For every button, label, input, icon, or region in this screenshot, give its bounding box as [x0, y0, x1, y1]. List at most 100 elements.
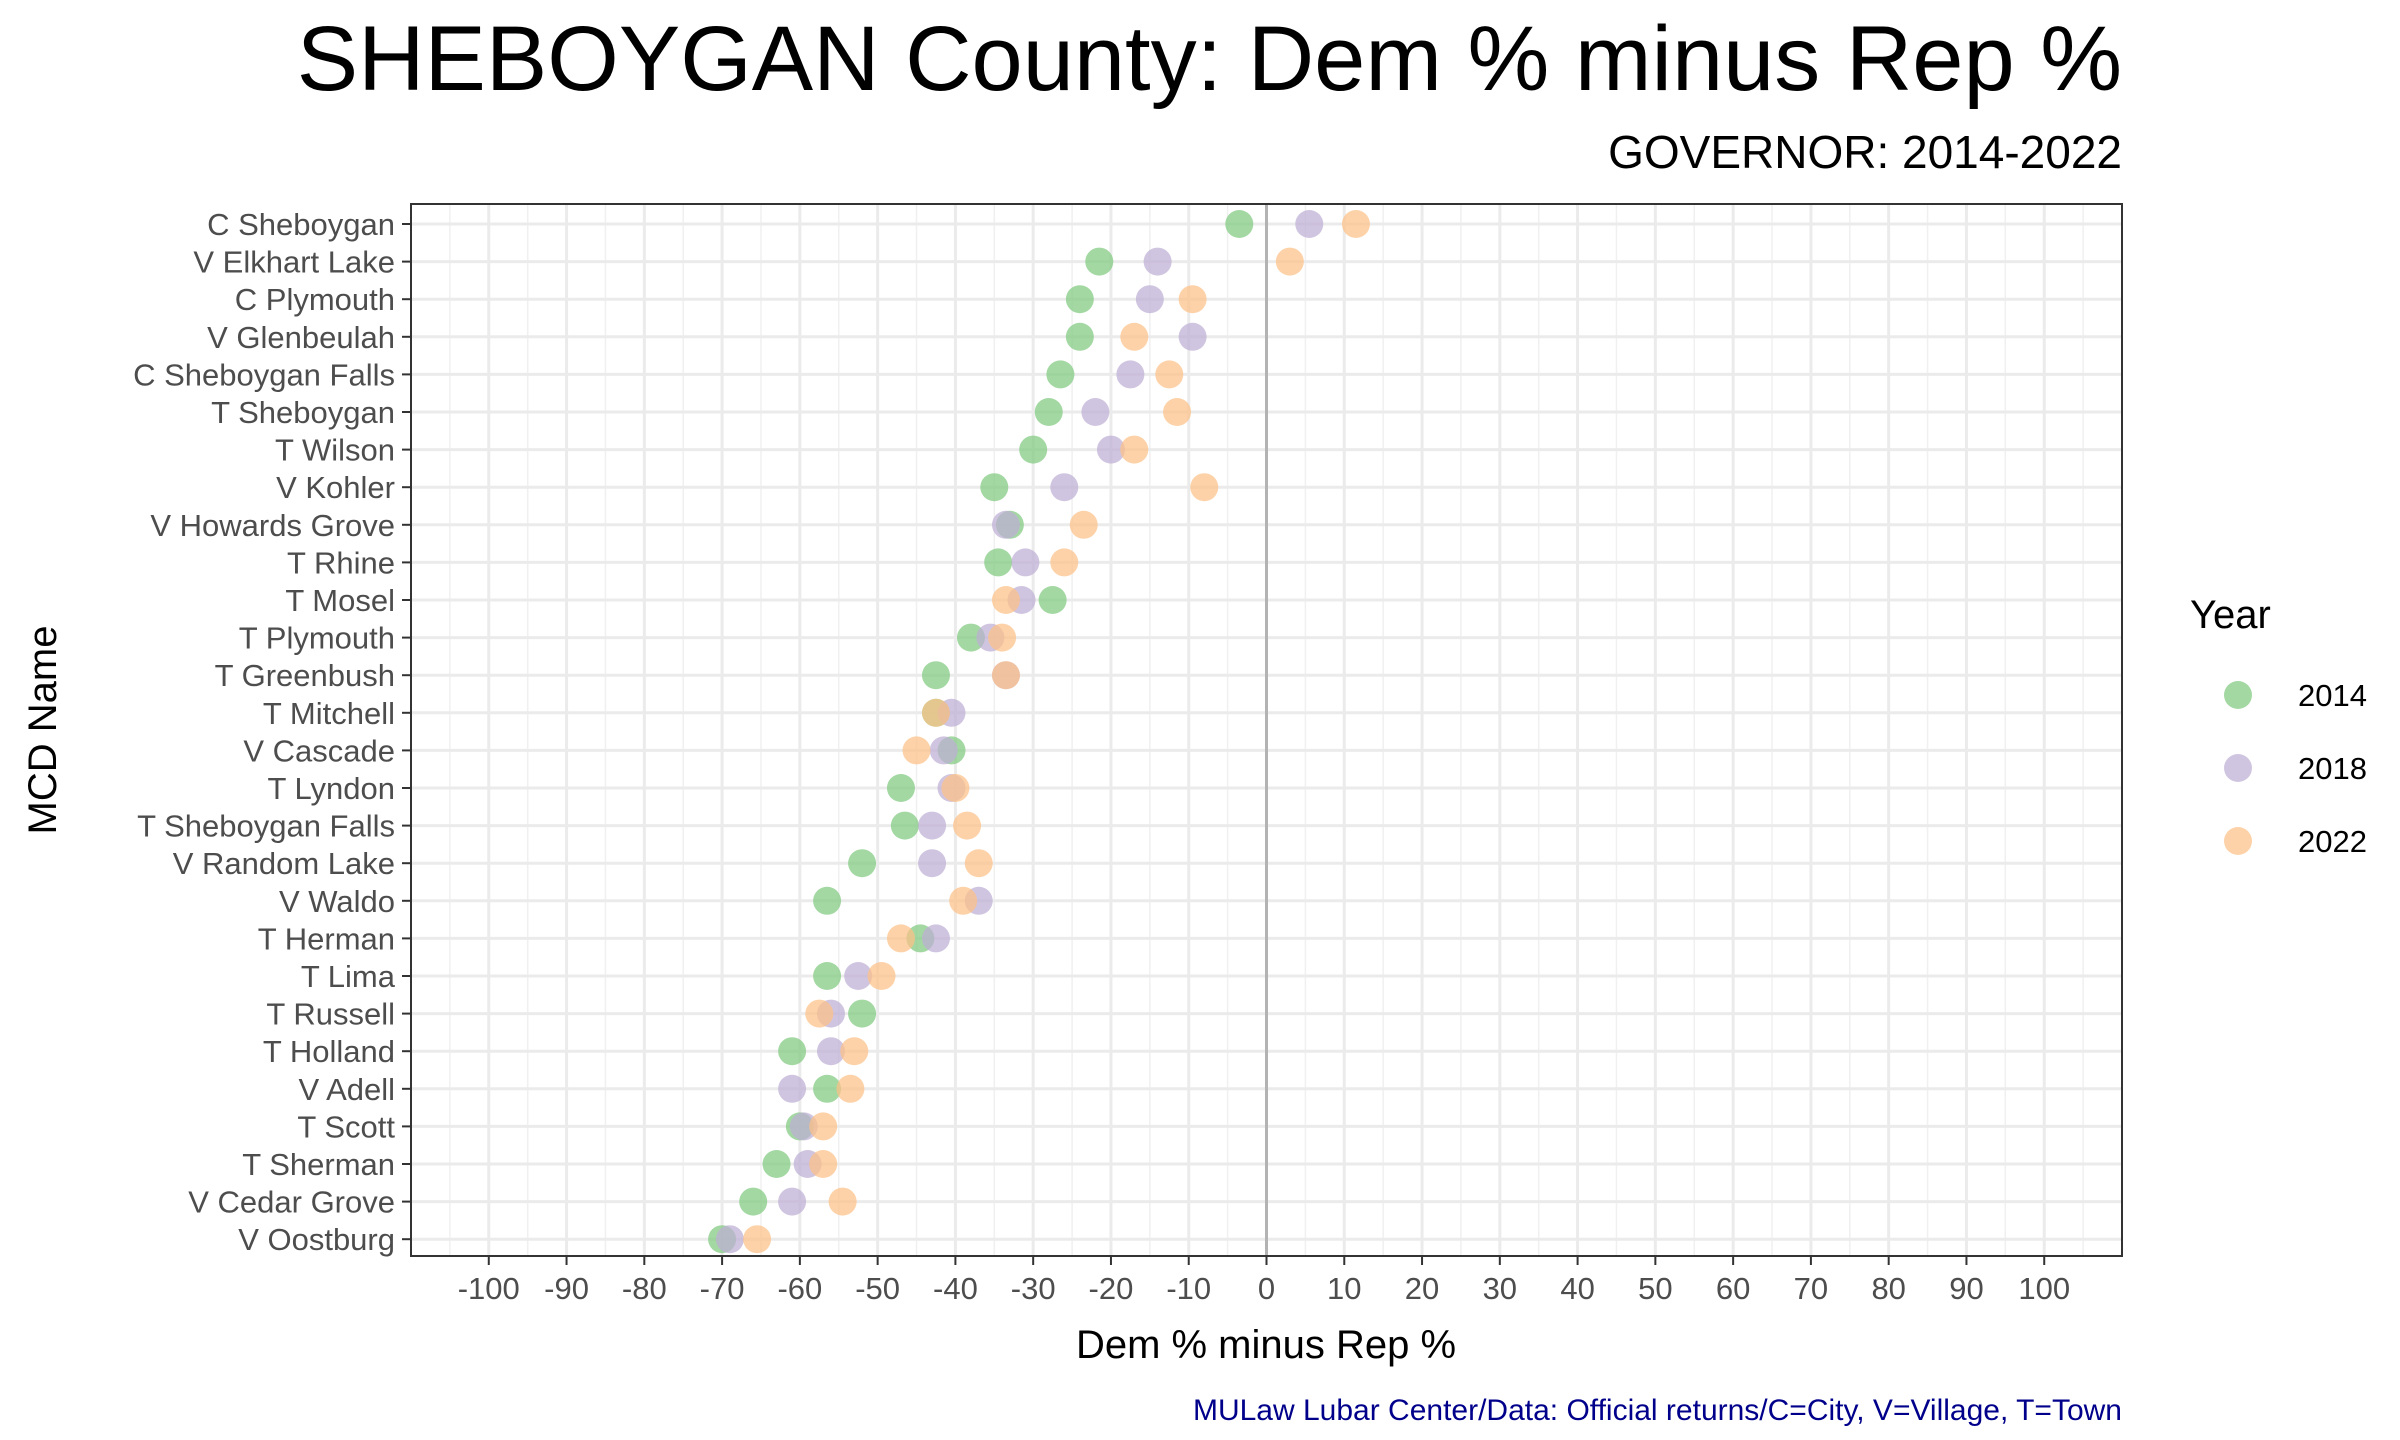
x-tick-label: -90 [544, 1271, 589, 1306]
point-2014-18 [848, 849, 877, 878]
point-2014-23 [778, 1037, 807, 1066]
point-2014-1 [1225, 210, 1254, 238]
point-2018-27 [778, 1187, 807, 1216]
point-2022-24 [836, 1074, 865, 1103]
x-tick-label: 100 [2018, 1271, 2070, 1306]
x-tick-label: 0 [1258, 1271, 1275, 1306]
x-tick-label: 90 [1949, 1271, 1983, 1306]
point-2014-8 [980, 473, 1009, 502]
point-2018-5 [1116, 360, 1145, 389]
point-2014-6 [1034, 398, 1063, 426]
x-tick-label: -30 [1011, 1271, 1056, 1306]
point-2014-24 [813, 1074, 842, 1103]
x-tick-label: -70 [700, 1271, 745, 1306]
point-2022-9 [1069, 510, 1098, 539]
x-tick-label: 10 [1327, 1271, 1361, 1306]
y-tick-label: T Sheboygan Falls [137, 809, 395, 844]
point-2014-12 [956, 623, 985, 652]
caption: MULaw Lubar Center/Data: Official return… [1193, 1394, 2122, 1427]
point-2022-28 [743, 1225, 772, 1254]
y-tick-label: C Sheboygan [207, 207, 395, 242]
point-2022-21 [867, 962, 896, 990]
y-tick-label: T Plymouth [239, 621, 395, 656]
y-tick-label: T Lyndon [267, 771, 395, 806]
point-2018-23 [816, 1037, 845, 1066]
chart-subtitle: GOVERNOR: 2014-2022 [1608, 126, 2122, 178]
x-tick-label: -10 [1166, 1271, 1211, 1306]
legend-title: Year [2190, 593, 2271, 637]
x-tick-label: -80 [622, 1271, 667, 1306]
y-tick-label: T Russell [266, 997, 395, 1032]
point-2018-6 [1081, 398, 1110, 426]
point-2022-10 [1050, 548, 1079, 577]
point-2018-9 [991, 510, 1020, 539]
point-2014-7 [1019, 435, 1048, 464]
point-2018-1 [1295, 210, 1324, 238]
point-2022-12 [988, 623, 1017, 652]
x-tick-label: 40 [1560, 1271, 1594, 1306]
legend-label-2018: 2018 [2298, 751, 2367, 786]
x-tick-label: -100 [458, 1271, 520, 1306]
y-tick-label: V Adell [298, 1072, 395, 1107]
point-2022-20 [886, 924, 915, 953]
y-tick-label: V Random Lake [173, 846, 395, 881]
y-tick-label: V Elkhart Lake [193, 245, 395, 280]
legend-key-2022 [2224, 827, 2252, 855]
legend-label-2022: 2022 [2298, 824, 2367, 859]
x-tick-label: 60 [1716, 1271, 1750, 1306]
point-2022-14 [921, 698, 950, 727]
point-2018-8 [1050, 473, 1079, 502]
x-tick-label: -50 [855, 1271, 900, 1306]
point-2022-6 [1163, 398, 1192, 426]
y-tick-label: T Wilson [275, 433, 395, 468]
point-2018-15 [929, 736, 958, 765]
y-tick-label: V Cascade [243, 733, 395, 768]
point-2022-17 [953, 811, 982, 840]
point-2022-18 [964, 849, 993, 878]
point-2014-26 [762, 1150, 791, 1178]
x-tick-label: -20 [1089, 1271, 1134, 1306]
point-2018-25 [789, 1112, 818, 1141]
y-tick-label: T Greenbush [215, 658, 395, 693]
y-tick-label: T Mitchell [263, 696, 395, 731]
y-tick-label: T Lima [301, 959, 396, 994]
point-2018-20 [921, 924, 950, 953]
point-2022-2 [1275, 247, 1304, 276]
point-2022-25 [809, 1112, 838, 1141]
legend-label-2014: 2014 [2298, 678, 2367, 713]
legend-key-2014 [2224, 681, 2252, 709]
data-points [708, 210, 1370, 1254]
point-2014-4 [1065, 322, 1094, 351]
point-2014-10 [984, 548, 1013, 577]
point-2018-3 [1135, 285, 1164, 314]
point-2022-15 [902, 736, 931, 765]
point-2014-11 [1038, 586, 1067, 614]
point-2022-16 [941, 774, 970, 802]
point-2014-27 [739, 1187, 768, 1216]
y-tick-label: T Sheboygan [211, 395, 395, 430]
y-tick-label: V Glenbeulah [207, 320, 395, 355]
point-2022-11 [991, 586, 1020, 614]
y-axis-title: MCD Name [21, 626, 65, 835]
y-tick-label: C Plymouth [235, 282, 395, 317]
x-tick-label: -40 [933, 1271, 978, 1306]
x-tick-label: 80 [1871, 1271, 1905, 1306]
chart-title: SHEBOYGAN County: Dem % minus Rep % [297, 8, 2122, 110]
point-2022-4 [1120, 322, 1149, 351]
point-2018-2 [1143, 247, 1172, 276]
y-tick-label: T Herman [258, 921, 395, 956]
x-tick-label: 30 [1483, 1271, 1517, 1306]
point-2022-19 [949, 886, 978, 915]
point-2018-18 [918, 849, 947, 878]
y-tick-label: T Holland [263, 1034, 395, 1069]
point-2022-7 [1120, 435, 1149, 464]
x-tick-label: 50 [1638, 1271, 1672, 1306]
point-2014-19 [813, 886, 842, 915]
point-2018-7 [1096, 435, 1125, 464]
point-2022-23 [840, 1037, 869, 1066]
y-tick-label: T Mosel [285, 583, 395, 618]
y-tick-label: T Sherman [242, 1147, 395, 1182]
y-tick-label: T Rhine [287, 545, 395, 580]
